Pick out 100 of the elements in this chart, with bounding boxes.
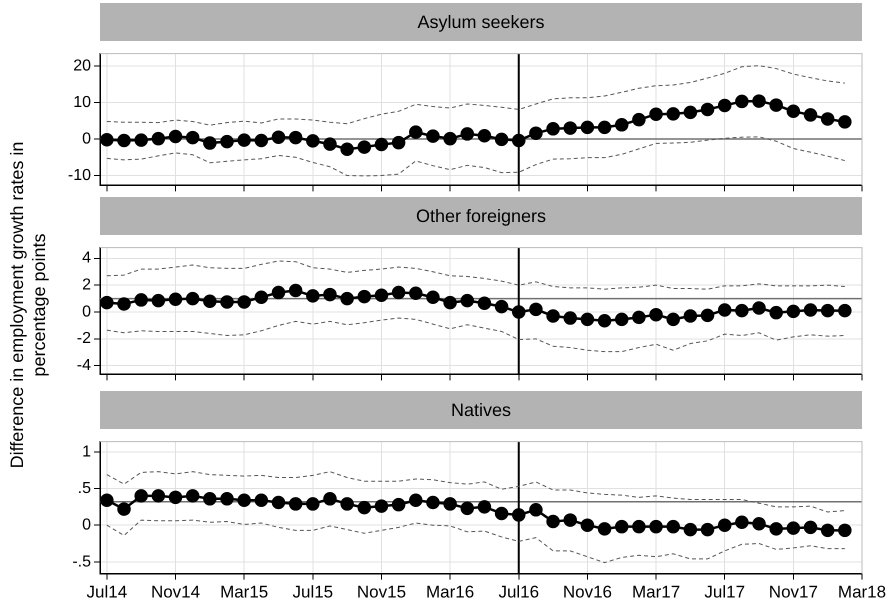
point [288,284,302,298]
x-tick-label: Mar18 [838,582,886,602]
point [323,288,337,302]
point [443,497,457,511]
point [529,503,543,517]
point [460,502,474,516]
x-tick-label: Nov15 [356,582,406,602]
line-series [106,318,846,352]
point [684,522,698,536]
point [546,309,560,323]
point [786,521,800,535]
point [838,115,852,129]
point [392,498,406,512]
point [804,520,818,534]
point [735,304,749,318]
point [700,308,714,322]
point [478,128,492,142]
point [220,134,234,148]
point [529,126,543,140]
point [478,296,492,310]
point [478,500,492,514]
point [409,125,423,139]
point [820,304,834,318]
point [529,302,543,316]
point [272,130,286,144]
point [632,520,646,534]
y-tick-label: 0 [82,516,92,534]
point [203,492,217,506]
x-tick-label: Mar17 [632,582,680,602]
point [666,107,680,121]
point [323,137,337,151]
point [254,134,268,148]
point [460,294,474,308]
point [272,496,286,510]
point [546,122,560,136]
point [718,98,732,112]
y-tick-label: -10 [68,166,92,184]
point [220,492,234,506]
point [666,520,680,534]
point [392,286,406,300]
x-tick-label: Jul14 [86,582,128,602]
x-tick-label: Jul17 [704,582,746,602]
x-tick-label: Nov14 [150,582,200,602]
point [563,311,577,325]
point [272,286,286,300]
point [443,296,457,310]
point [237,133,251,147]
point [546,514,560,528]
y-tick-label: 0 [82,303,92,320]
point [117,297,131,311]
point [786,104,800,118]
point [580,518,594,532]
point [374,288,388,302]
point [598,120,612,134]
point [769,98,783,112]
point [409,286,423,300]
point [666,312,680,326]
point [614,118,628,132]
point [735,516,749,530]
x-tick-label: Mar15 [220,582,268,602]
point [203,136,217,150]
point [134,133,148,147]
line-series [106,260,846,290]
point [100,296,114,310]
point [494,506,508,520]
point [718,518,732,532]
point [168,490,182,504]
point [718,303,732,317]
point [340,142,354,156]
point [117,134,131,148]
point [358,500,372,514]
point [426,129,440,143]
point [598,522,612,536]
point [580,312,594,326]
point [769,522,783,536]
point [649,107,663,121]
point [563,513,577,527]
point [340,497,354,511]
point [374,499,388,513]
point [306,497,320,511]
point [358,290,372,304]
x-tick-label: Jul16 [498,582,540,602]
point [494,132,508,146]
y-tick-label: -2 [76,330,92,348]
point [735,94,749,108]
point [563,121,577,135]
chart-title: Other foreigners [100,197,862,235]
point [494,300,508,314]
line-series [106,520,846,564]
point [786,304,800,318]
point [220,295,234,309]
point [460,127,474,141]
point [306,134,320,148]
y-tick-label: 10 [73,94,92,111]
y-tick-label: -.5 [72,553,92,570]
line-series [106,471,846,512]
point [684,106,698,120]
point [323,492,337,506]
point [134,489,148,503]
point [443,132,457,146]
